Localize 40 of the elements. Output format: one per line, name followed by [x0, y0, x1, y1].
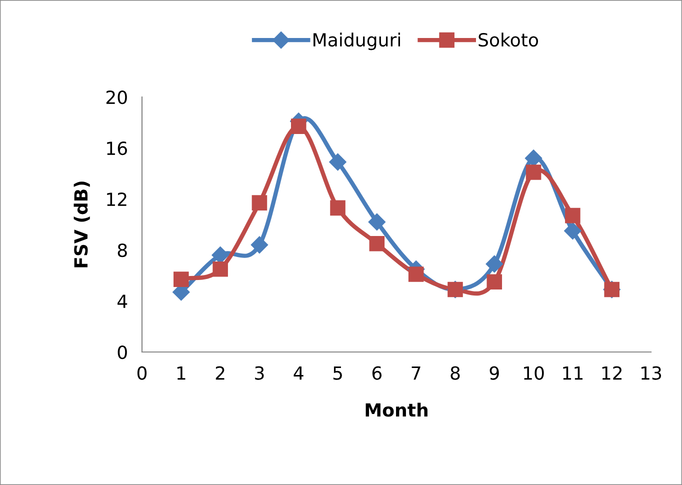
legend-label: Sokoto: [478, 32, 538, 47]
x-tick-label: 3: [255, 366, 264, 380]
x-tick-label: 2: [216, 366, 224, 380]
y-tick-label: 20: [106, 90, 127, 104]
y-tick-label: 12: [107, 192, 126, 206]
point: [252, 195, 268, 210]
y-axis-title: FSV (dB): [74, 182, 90, 268]
x-tick-label: 13: [641, 366, 662, 380]
point: [368, 213, 386, 230]
x-tick-label: 10: [524, 366, 544, 380]
x-tick-label: 1: [177, 366, 186, 380]
y-tick-label: 4: [118, 294, 128, 308]
x-tick-label: 6: [372, 366, 382, 380]
point: [369, 236, 385, 252]
y-tick-label: 8: [118, 243, 127, 258]
x-tick-label: 11: [563, 366, 583, 380]
point: [212, 261, 228, 277]
point: [408, 266, 424, 282]
point: [330, 200, 346, 216]
point: [524, 150, 542, 167]
point: [329, 153, 346, 171]
legend-label: Maiduguri: [314, 32, 400, 50]
point: [290, 118, 306, 134]
point: [250, 236, 268, 254]
x-tick-label: 4: [294, 366, 304, 380]
point: [565, 208, 580, 224]
x-tick-label: 8: [450, 366, 460, 380]
x-tick-label: 12: [602, 366, 622, 380]
x-tick-label: 5: [333, 366, 342, 380]
point: [486, 274, 502, 290]
point: [564, 222, 582, 240]
x-axis-title: Month: [366, 402, 428, 417]
x-tick-label: 7: [412, 366, 420, 380]
x-tick-label: 0: [137, 366, 147, 380]
y-tick-label: 16: [107, 141, 127, 156]
x-tick-label: 9: [490, 366, 499, 380]
point: [174, 272, 189, 287]
point: [526, 164, 542, 180]
y-tick-label: 0: [118, 345, 127, 360]
point: [486, 255, 503, 273]
